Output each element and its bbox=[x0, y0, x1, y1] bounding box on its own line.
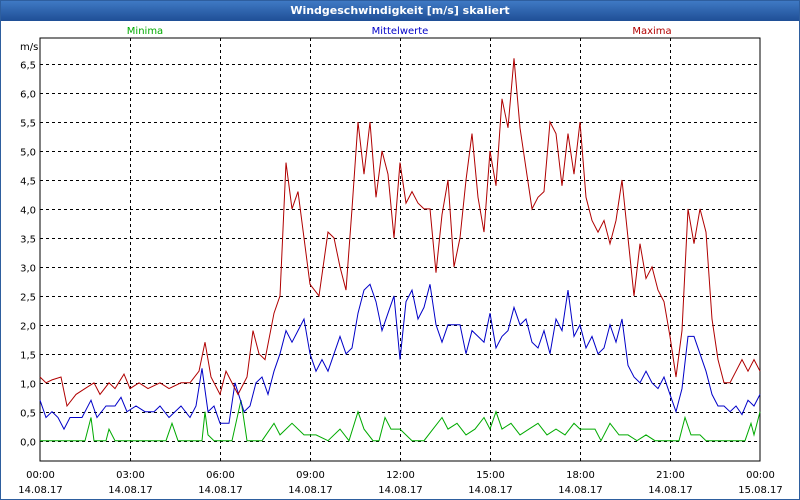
series-line-maxima bbox=[39, 58, 761, 408]
legend-minima: Minima bbox=[127, 26, 163, 37]
x-tick-date: 14.08.17 bbox=[108, 485, 153, 496]
x-tick-time: 15:00 bbox=[476, 470, 505, 481]
x-tick-time: 09:00 bbox=[296, 470, 325, 481]
x-tick-time: 00:00 bbox=[26, 470, 55, 481]
y-tick-label: 1,0 bbox=[20, 380, 36, 391]
series-line-minima bbox=[40, 400, 761, 442]
y-tick-label: 2,0 bbox=[20, 322, 36, 333]
x-tick-date: 14.08.17 bbox=[648, 485, 693, 496]
x-tick-time: 00:00 bbox=[746, 470, 775, 481]
x-tick-date: 14.08.17 bbox=[558, 485, 603, 496]
x-tick-time: 03:00 bbox=[116, 470, 145, 481]
x-tick-date: 14.08.17 bbox=[288, 485, 333, 496]
x-tick-date: 14.08.17 bbox=[18, 485, 63, 496]
y-tick-label: 6,0 bbox=[20, 90, 36, 101]
x-tick-time: 06:00 bbox=[206, 470, 235, 481]
x-tick-date: 14.08.17 bbox=[468, 485, 513, 496]
y-tick-label: 3,0 bbox=[20, 264, 36, 275]
y-tick-label: 5,0 bbox=[20, 148, 36, 159]
y-tick-label: 4,0 bbox=[20, 206, 36, 217]
y-tick-label: 6,5 bbox=[20, 61, 36, 72]
y-tick-label: 5,5 bbox=[20, 119, 36, 130]
x-tick-date: 14.08.17 bbox=[378, 485, 423, 496]
y-tick-label: 1,5 bbox=[20, 351, 36, 362]
x-tick-time: 18:00 bbox=[566, 470, 595, 481]
y-tick-label: 0,0 bbox=[20, 438, 36, 449]
x-tick-date: 15.08.17 bbox=[738, 485, 783, 496]
window-title: Windgeschwindigkeit [m/s] skaliert bbox=[1, 1, 799, 21]
x-tick-time: 12:00 bbox=[386, 470, 415, 481]
series-line-mittelwerte bbox=[39, 283, 761, 431]
y-tick-label: 2,5 bbox=[20, 293, 36, 304]
y-axis-label: m/s bbox=[20, 42, 38, 53]
y-tick-label: 3,5 bbox=[20, 235, 36, 246]
x-tick-time: 21:00 bbox=[656, 470, 685, 481]
y-tick-label: 4,5 bbox=[20, 177, 36, 188]
legend-maxima: Maxima bbox=[632, 26, 671, 37]
y-tick-label: 0,5 bbox=[20, 409, 36, 420]
x-tick-date: 14.08.17 bbox=[198, 485, 243, 496]
legend-mittelwerte: Mittelwerte bbox=[372, 26, 429, 37]
